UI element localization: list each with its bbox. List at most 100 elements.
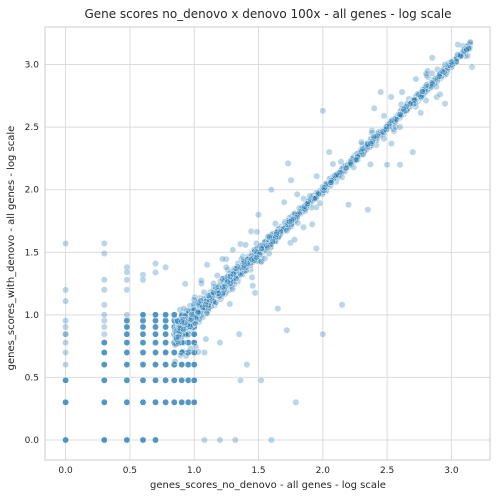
data-point (294, 219, 302, 227)
data-point (123, 339, 131, 346)
data-point (342, 164, 350, 172)
data-point (466, 38, 474, 46)
data-point (162, 361, 170, 368)
data-point (363, 141, 371, 149)
data-point (448, 61, 456, 69)
data-point (423, 81, 430, 89)
data-point (284, 159, 292, 167)
data-point (237, 376, 244, 384)
data-point (215, 293, 223, 300)
data-point (152, 317, 159, 324)
data-point (162, 317, 170, 324)
y-axis-label: genes_scores_with_denovo - all genes - l… (6, 126, 17, 371)
data-point (242, 241, 250, 249)
data-point (398, 88, 406, 96)
data-point (177, 351, 184, 359)
data-point (194, 348, 202, 356)
data-point (62, 323, 69, 331)
data-point (294, 211, 301, 219)
data-point (162, 323, 170, 331)
data-point (176, 306, 184, 314)
data-point (441, 100, 449, 108)
data-point (191, 293, 199, 301)
data-point (235, 330, 243, 338)
data-point (428, 69, 436, 77)
x-tick-label: 0.5 (123, 466, 137, 476)
data-point (240, 258, 248, 266)
data-point (152, 361, 159, 368)
data-point (383, 161, 391, 169)
data-point (424, 67, 431, 75)
grid-layer (45, 27, 490, 460)
data-point (407, 100, 414, 108)
data-point (357, 138, 365, 146)
data-point (100, 361, 108, 368)
data-point (188, 311, 196, 318)
data-point (338, 173, 346, 181)
data-point (409, 148, 417, 156)
data-point (62, 286, 69, 294)
data-point (253, 228, 261, 236)
data-point (291, 236, 298, 244)
y-tick-label: 1.5 (25, 248, 39, 258)
data-point (217, 277, 224, 285)
data-point (100, 339, 108, 346)
data-point (139, 317, 147, 324)
data-point (353, 156, 360, 164)
data-point (192, 343, 200, 351)
data-point (187, 345, 195, 352)
data-point (219, 290, 226, 298)
data-point (380, 135, 388, 143)
data-point (180, 305, 188, 312)
data-point (359, 145, 367, 153)
data-point (62, 240, 69, 247)
data-point (100, 311, 108, 319)
data-point (253, 253, 260, 261)
data-point (123, 330, 131, 338)
data-point (261, 255, 269, 262)
data-point (338, 301, 346, 309)
data-point (319, 107, 327, 115)
data-point (295, 204, 303, 212)
data-point (152, 311, 159, 319)
data-point (184, 349, 192, 356)
data-point (205, 299, 213, 306)
data-point (190, 301, 198, 309)
y-tick-label: 3.0 (25, 61, 40, 71)
data-point (428, 80, 436, 88)
data-point (197, 277, 205, 284)
data-point (243, 260, 251, 267)
data-point (62, 339, 69, 346)
data-point (170, 398, 178, 406)
data-point (251, 289, 259, 297)
data-point (162, 349, 170, 356)
data-point (213, 272, 221, 279)
data-point (222, 263, 230, 271)
data-point (152, 330, 159, 338)
data-point (139, 271, 147, 279)
data-point (180, 325, 188, 333)
data-point (170, 349, 178, 356)
data-point (219, 255, 226, 263)
data-point (201, 436, 208, 444)
data-point (222, 255, 230, 263)
data-point (342, 164, 350, 172)
data-point (274, 305, 282, 312)
data-point (100, 250, 108, 257)
data-point (162, 311, 170, 319)
data-point (139, 398, 147, 406)
data-point (170, 376, 178, 384)
data-point (62, 436, 69, 444)
plot-frame (44, 26, 491, 461)
data-point (364, 206, 372, 214)
data-point (123, 361, 131, 368)
data-point (347, 157, 354, 165)
data-point (62, 317, 69, 324)
data-point (162, 263, 170, 271)
data-point (387, 93, 395, 101)
data-point (316, 199, 324, 207)
data-point (190, 376, 198, 384)
data-point (390, 127, 398, 135)
data-point (232, 265, 240, 272)
